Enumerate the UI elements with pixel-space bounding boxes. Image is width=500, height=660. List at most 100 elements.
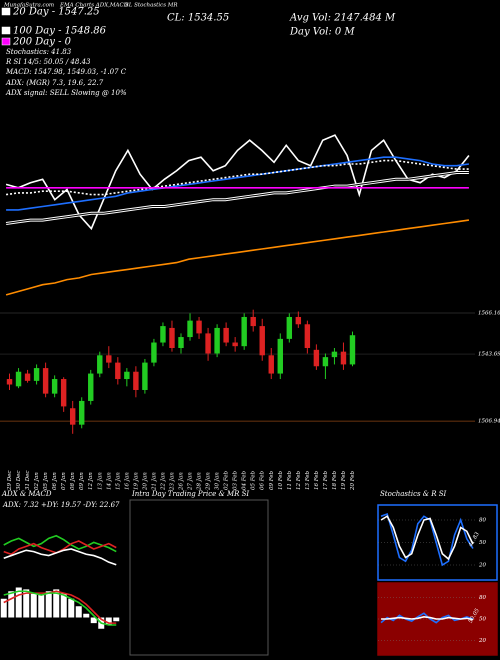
x-tick-label: 21 Jan (151, 472, 157, 491)
macd-bar (38, 595, 45, 618)
x-tick-label: 02 Feb (224, 470, 230, 490)
tag: EMA Charts ADX,MACD (59, 3, 129, 9)
candle-body (33, 368, 40, 381)
x-tick-label: 30 Jan (215, 472, 221, 490)
y-tick-label: 80 (479, 595, 486, 601)
header-line: R SI 14/5: 50.05 / 48.43 (5, 58, 91, 66)
legend-swatch (1, 7, 11, 16)
y-tick-label: 50 (479, 540, 486, 546)
candle-body (106, 355, 112, 363)
x-tick-label: 03 Feb (233, 470, 239, 490)
x-tick-label: 19 Feb (341, 470, 347, 490)
y-tick-label: 1566.16 (478, 311, 500, 317)
candle-body (223, 327, 229, 343)
candle-body (88, 373, 94, 401)
candle-body (232, 342, 238, 347)
panel-title: Stochastics & R SI (380, 490, 447, 498)
series-line (5, 219, 470, 296)
candle-body (42, 368, 49, 394)
macd-bar (0, 598, 7, 618)
candle-body (268, 355, 274, 374)
macd-bar (45, 591, 52, 618)
x-tick-label: 08 Jan (70, 472, 76, 490)
x-tick-label: 29 Jan (206, 472, 212, 491)
x-tick-label: 28 Jan (197, 472, 203, 491)
panel (129, 499, 269, 656)
day-volume: Day Vol: 0 M (289, 27, 355, 38)
y-tick-label: 80 (479, 518, 486, 524)
candle-body (142, 362, 148, 390)
series-line-core (6, 172, 469, 224)
candle-body (331, 351, 338, 358)
x-tick-label: 16 Feb (314, 470, 320, 490)
macd-bar (113, 617, 120, 622)
macd-bar (105, 617, 112, 625)
x-tick-label: 05 Jan (43, 472, 49, 490)
candle-body (286, 316, 293, 339)
series-line (381, 616, 474, 621)
candle-body (259, 326, 265, 356)
macd-bar (83, 613, 90, 618)
x-tick-label: 13 Jan (97, 472, 103, 490)
candle-body (169, 327, 175, 349)
macd-bar (8, 591, 15, 618)
x-tick-label: 04 Feb (242, 470, 248, 490)
x-tick-label: 09 Feb (269, 470, 275, 490)
y-tick-label: 1506.94 (478, 419, 500, 425)
x-tick-label: 15 Jan (115, 472, 121, 490)
candle-body (69, 408, 76, 425)
candle-body (241, 316, 247, 347)
x-tick-label: 23 Jan (169, 472, 175, 491)
candle-body (6, 379, 13, 385)
x-tick-label: 22 Jan (160, 472, 166, 491)
close-label: CL: 1534.55 (167, 13, 229, 24)
candle-body (79, 400, 85, 425)
header-line: ADX: (MGR) 7.3, 19.6, 22.7 (5, 79, 104, 87)
legend-swatch (1, 26, 11, 35)
x-tick-label: 19 Jan (133, 472, 139, 490)
x-tick-label: 26 Jan (179, 472, 185, 491)
header-line: Stochastics: 41.83 (6, 48, 72, 56)
series-line (3, 590, 117, 624)
candle-body (97, 355, 103, 374)
x-tick-label: 17 Feb (323, 470, 329, 490)
x-tick-label: 20 Feb (350, 470, 356, 491)
x-tick-label: 09 Jan (79, 472, 85, 490)
x-tick-label: 10 Feb (278, 470, 284, 490)
panel-title: Intra Day Trading Price & MR SI (131, 490, 249, 498)
legend-swatch (1, 37, 11, 46)
legend-label: 200 Day - 0 (12, 37, 72, 48)
candle-body (178, 337, 184, 349)
series-line (5, 159, 469, 196)
series-line (380, 512, 474, 567)
series-line (380, 515, 474, 561)
x-tick-label: 20 Jan (142, 472, 148, 491)
x-tick-label: 11 Feb (287, 470, 293, 490)
candle-body (60, 379, 67, 407)
x-tick-label: 13 Feb (305, 470, 311, 490)
candle-body (214, 327, 220, 354)
candle-body (196, 320, 202, 334)
series-line (6, 156, 470, 211)
series-line (5, 134, 470, 231)
candle-body (277, 338, 283, 374)
x-tick-label: 18 Feb (332, 470, 338, 490)
x-tick-label: 31 Dec (25, 471, 31, 491)
x-tick-label: 06 Feb (260, 470, 266, 490)
x-tick-label: 06 Jan (52, 472, 58, 490)
candle-body (115, 362, 121, 380)
macd-bar (23, 589, 30, 618)
legend-label: 20 Day - 1547.25 (12, 7, 100, 18)
y-tick-label: 20 (478, 563, 486, 569)
sl-label: SL Stochastics MR (125, 3, 178, 9)
series-line (3, 534, 117, 553)
macd-bar (60, 593, 67, 618)
candle-body (151, 342, 157, 363)
candle-body (160, 326, 166, 343)
candle-body (340, 351, 347, 365)
x-tick-label: 12 Feb (296, 470, 302, 490)
y-tick-label: 1543.69 (478, 352, 500, 358)
candle-body (313, 349, 320, 367)
candle-body (295, 316, 302, 325)
